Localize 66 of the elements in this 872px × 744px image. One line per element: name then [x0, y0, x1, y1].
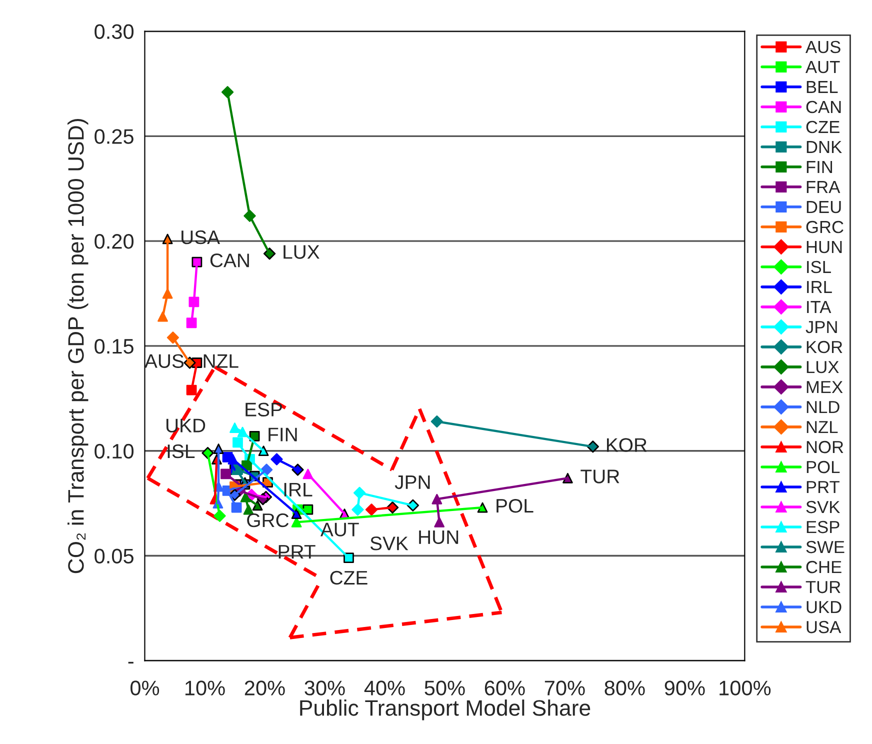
annotation: JPN	[394, 476, 430, 490]
annotation: AUT	[320, 522, 359, 536]
y-tick-label: 0.15	[94, 338, 134, 354]
legend-label: ESP	[806, 520, 840, 534]
annotation: POL	[496, 498, 534, 513]
legend-label: CZE	[806, 120, 840, 134]
legend-label: SVK	[806, 500, 840, 514]
annotation: KOR	[607, 438, 647, 452]
annotation: CAN	[210, 253, 249, 268]
legend-label: JPN	[806, 321, 837, 334]
annotation: TUR	[580, 470, 620, 484]
annotation: GRC	[247, 513, 289, 528]
y-tick-label: 0.25	[94, 129, 134, 144]
legend-label: GRC	[806, 220, 844, 234]
legend-label: MEX	[806, 381, 843, 394]
legend-label: AUS	[806, 40, 840, 54]
y-tick-label: 0.20	[94, 234, 134, 249]
legend-label: AUT	[806, 61, 840, 74]
legend-label: CAN	[806, 100, 841, 114]
y-tick-label: 0.05	[94, 548, 134, 564]
legend-label: NZL	[806, 421, 838, 434]
x-tick-label: 60%	[484, 680, 525, 696]
legend-label: ISL	[807, 260, 831, 274]
x-tick-label: 80%	[604, 680, 645, 696]
legend-label: TUR	[806, 581, 840, 594]
x-tick-label: 40%	[364, 680, 405, 696]
legend-label: UKD	[806, 601, 842, 614]
legend-label: SWE	[806, 540, 844, 554]
annotation: IRL	[284, 482, 312, 496]
x-tick-label: 30%	[304, 680, 345, 696]
y-axis-title: CO₂ in Transport per GDP (ton per 1000 USD)	[68, 119, 88, 574]
legend-label: FIN	[806, 161, 832, 173]
annotation: ESP	[246, 402, 282, 416]
y-tick-label: 0.10	[94, 444, 134, 459]
x-tick-label: 70%	[544, 680, 585, 696]
x-tick-label: 10%	[185, 680, 225, 696]
legend-label: IRL	[807, 281, 832, 293]
x-tick-label: 100%	[720, 680, 771, 696]
annotation: LUX	[284, 245, 320, 259]
annotation: UKD	[166, 418, 206, 432]
annotation: CZE	[330, 570, 368, 585]
legend-label: PRT	[806, 481, 840, 494]
annotation: SVK	[370, 536, 408, 550]
x-tick-label: 50%	[424, 680, 465, 696]
legend-label: HUN	[806, 241, 842, 254]
legend-label: FRA	[806, 181, 840, 193]
legend-label: CHE	[806, 560, 842, 574]
annotation: FIN	[268, 428, 297, 442]
y-tick-label: -	[128, 662, 134, 664]
annotation: NZL	[204, 354, 238, 368]
x-axis-title: Public Transport Model Share	[300, 700, 590, 720]
legend-label: NOR	[806, 440, 844, 454]
annotation: HUN	[419, 530, 458, 544]
legend-label: USA	[806, 620, 842, 634]
legend-label: DNK	[806, 141, 842, 153]
legend-label: POL	[806, 460, 840, 474]
legend-label: KOR	[806, 340, 842, 354]
y-tick-label: 0.30	[94, 24, 134, 39]
x-tick-label: 20%	[244, 680, 285, 696]
x-tick-label: 0%	[130, 680, 160, 696]
legend-label: NLD	[806, 401, 840, 414]
legend-label: DEU	[806, 201, 841, 214]
legend-label: BEL	[806, 81, 838, 93]
legend-label: LUX	[806, 361, 839, 374]
legend-label: ITA	[807, 301, 832, 314]
x-tick-label: 90%	[664, 680, 705, 696]
